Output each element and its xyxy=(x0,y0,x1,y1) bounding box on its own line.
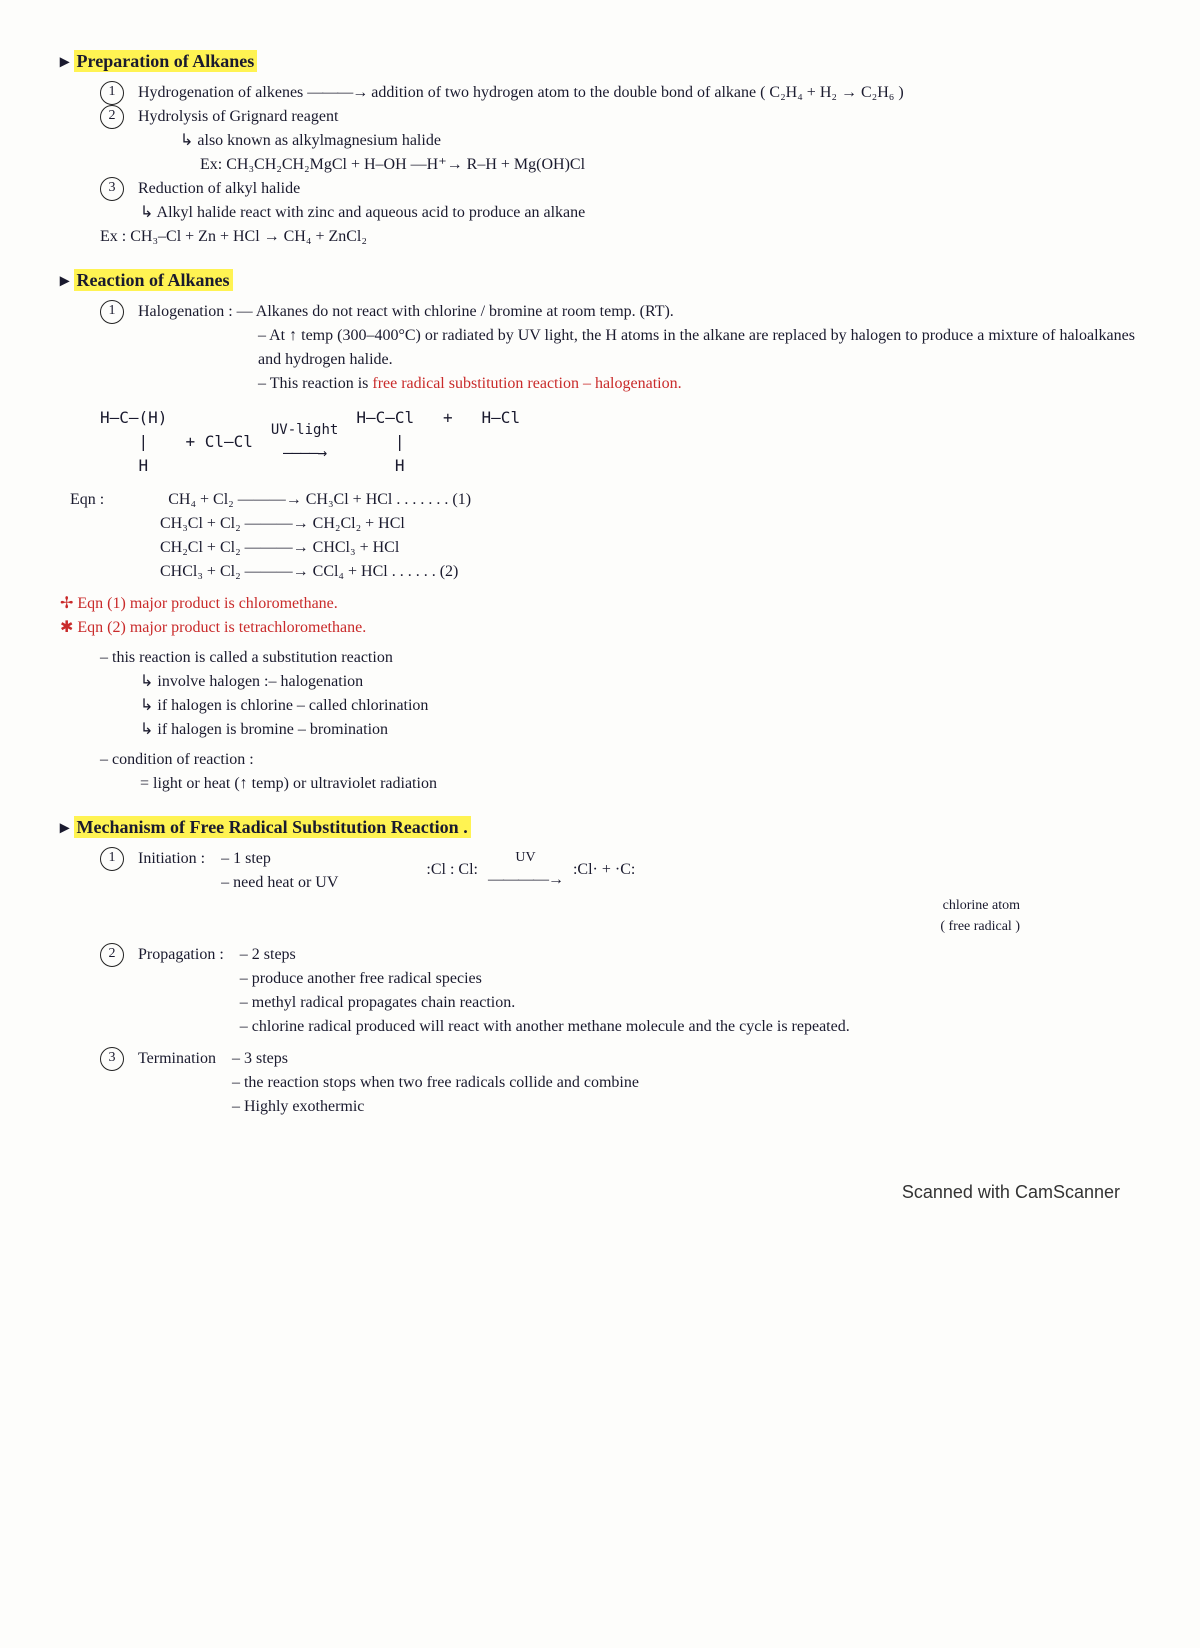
sub1c: if halogen is bromine – bromination xyxy=(140,718,1160,742)
halogenation-row: 1 Halogenation : — Alkanes do not react … xyxy=(100,300,1160,396)
eq3: CH₂Cl + Cl₂ ———→ CHCl₃ + HCl xyxy=(160,539,399,556)
sub1b: if halogen is chlorine – called chlorina… xyxy=(140,694,1160,718)
term-p1: – 3 steps xyxy=(232,1047,1160,1071)
num-3c: 3 xyxy=(100,1047,124,1071)
prop-label: Propagation : xyxy=(138,943,224,967)
arrow-icon: ————→ xyxy=(283,441,326,465)
eqn-block: Eqn : CH₄ + Cl₂ ———→ CH₃Cl + HCl . . . .… xyxy=(60,488,1160,584)
diag-cond: UV-light xyxy=(271,420,338,441)
init-note: chlorine atom ( free radical ) xyxy=(60,895,1020,937)
bullet: ▸ xyxy=(60,270,74,290)
init-eq-left: :Cl : Cl: xyxy=(426,858,478,882)
section-3-heading: ▸ Mechanism of Free Radical Substitution… xyxy=(60,814,1160,841)
dash: – xyxy=(258,327,269,344)
termination-row: 3 Termination – 3 steps – the reaction s… xyxy=(100,1047,1160,1119)
halo-p3a: This reaction is xyxy=(270,375,373,392)
section-1-heading: ▸ Preparation of Alkanes xyxy=(60,48,1160,75)
prep-item-1: 1 Hydrogenation of alkenes ———→ addition… xyxy=(100,81,1160,105)
sub1a: involve halogen :– halogenation xyxy=(140,670,1160,694)
item1-text: Hydrogenation of alkenes xyxy=(138,84,303,101)
item3-ex: Ex : CH₃–Cl + Zn + HCl → CH₄ + ZnCl₂ xyxy=(100,225,1160,249)
section-2-heading: ▸ Reaction of Alkanes xyxy=(60,267,1160,294)
num-2c: 2 xyxy=(100,943,124,967)
propagation-row: 2 Propagation : – 2 steps – produce anot… xyxy=(100,943,1160,1039)
major-note-1: ✢ Eqn (1) major product is chloromethane… xyxy=(60,592,1160,616)
eq2: CH₃Cl + Cl₂ ———→ CH₂Cl₂ + HCl xyxy=(160,515,405,532)
diag-right: H–C–Cl + H–Cl | H xyxy=(356,406,520,478)
reaction-diagram: H–C–(H) | H + Cl–Cl UV-light ————→ H–C–C… xyxy=(100,406,1160,478)
section-3-title: Mechanism of Free Radical Substitution R… xyxy=(74,816,471,838)
initiation-row: 1 Initiation : – 1 step – need heat or U… xyxy=(100,847,1160,895)
scan-footer: Scanned with CamScanner xyxy=(60,1179,1160,1206)
section-1-title: Preparation of Alkanes xyxy=(74,50,258,72)
asterisk: ✢ xyxy=(60,595,77,612)
term-label: Termination xyxy=(138,1047,216,1071)
halo-label: Halogenation : xyxy=(138,303,233,320)
sub1: this reaction is called a substitution r… xyxy=(112,649,393,666)
init-eq-right: :Cl· + ·C: xyxy=(573,858,635,882)
major-note-2: ✱ Eqn (2) major product is tetrachlorome… xyxy=(60,616,1160,640)
num-2: 2 xyxy=(100,105,124,129)
dash: – xyxy=(258,375,270,392)
prop-p2: – produce another free radical species xyxy=(240,967,1160,991)
num-1b: 1 xyxy=(100,300,124,324)
init-equation: :Cl : Cl: UV ————→ :Cl· + ·C: xyxy=(426,847,635,892)
dash: — xyxy=(237,303,256,320)
cond-label: condition of reaction : xyxy=(112,751,254,768)
eq4: CHCl₃ + Cl₂ ———→ CCl₄ + HCl . . . . . . … xyxy=(160,563,458,580)
init-p2: – need heat or UV xyxy=(221,871,338,895)
init-note1: chlorine atom xyxy=(60,895,1020,916)
cond-text: = light or heat (↑ temp) or ultraviolet … xyxy=(140,772,1160,796)
item3-sub: Alkyl halide react with zinc and aqueous… xyxy=(140,201,1160,225)
prop-p3: – methyl radical propagates chain reacti… xyxy=(240,991,1160,1015)
bullet: ▸ xyxy=(60,817,74,837)
halo-p2: At ↑ temp (300–400°C) or radiated by UV … xyxy=(258,327,1135,368)
prep-item-3: 3 Reduction of alkyl halide xyxy=(100,177,1160,201)
prep-item-2: 2 Hydrolysis of Grignard reagent xyxy=(100,105,1160,129)
item2-sub2: Ex: CH₃CH₂CH₂MgCl + H–OH —H⁺→ R–H + Mg(O… xyxy=(200,153,1160,177)
init-p1: – 1 step xyxy=(221,847,338,871)
section-2-title: Reaction of Alkanes xyxy=(74,269,233,291)
prop-p1: – 2 steps xyxy=(240,943,1160,967)
num-1: 1 xyxy=(100,81,124,105)
bullet: ▸ xyxy=(60,51,74,71)
item2-sub1: also known as alkylmagnesium halide xyxy=(180,129,1160,153)
init-note2: ( free radical ) xyxy=(60,916,1020,937)
eqn-label: Eqn : xyxy=(70,491,104,508)
num-1c: 1 xyxy=(100,847,124,871)
term-p3: – Highly exothermic xyxy=(232,1095,1160,1119)
item1-note: addition of two hydrogen atom to the dou… xyxy=(371,84,903,101)
halo-p3b: free radical substitution reaction – hal… xyxy=(372,375,681,392)
note2-text: Eqn (2) major product is tetrachlorometh… xyxy=(77,619,366,636)
term-p2: – the reaction stops when two free radic… xyxy=(232,1071,1160,1095)
eq1: CH₄ + Cl₂ ———→ CH₃Cl + HCl . . . . . . .… xyxy=(168,491,471,508)
arrow-icon: ————→ xyxy=(488,868,563,892)
asterisk: ✱ xyxy=(60,619,77,636)
diag-plus: + Cl–Cl xyxy=(185,430,252,454)
init-eq-cond: UV xyxy=(515,847,535,868)
item3-text: Reduction of alkyl halide xyxy=(138,177,300,201)
item2-text: Hydrolysis of Grignard reagent xyxy=(138,105,1160,129)
note1-text: Eqn (1) major product is chloromethane. xyxy=(77,595,337,612)
init-label: Initiation : xyxy=(138,847,205,871)
prop-p4: – chlorine radical produced will react w… xyxy=(240,1015,1160,1039)
num-3: 3 xyxy=(100,177,124,201)
arrow-icon: ———→ xyxy=(307,81,367,105)
diag-left: H–C–(H) | H xyxy=(100,406,167,478)
cond-row: – condition of reaction : xyxy=(100,748,1160,772)
halo-p1: Alkanes do not react with chlorine / bro… xyxy=(256,303,674,320)
sub-reaction: – this reaction is called a substitution… xyxy=(100,646,1160,670)
